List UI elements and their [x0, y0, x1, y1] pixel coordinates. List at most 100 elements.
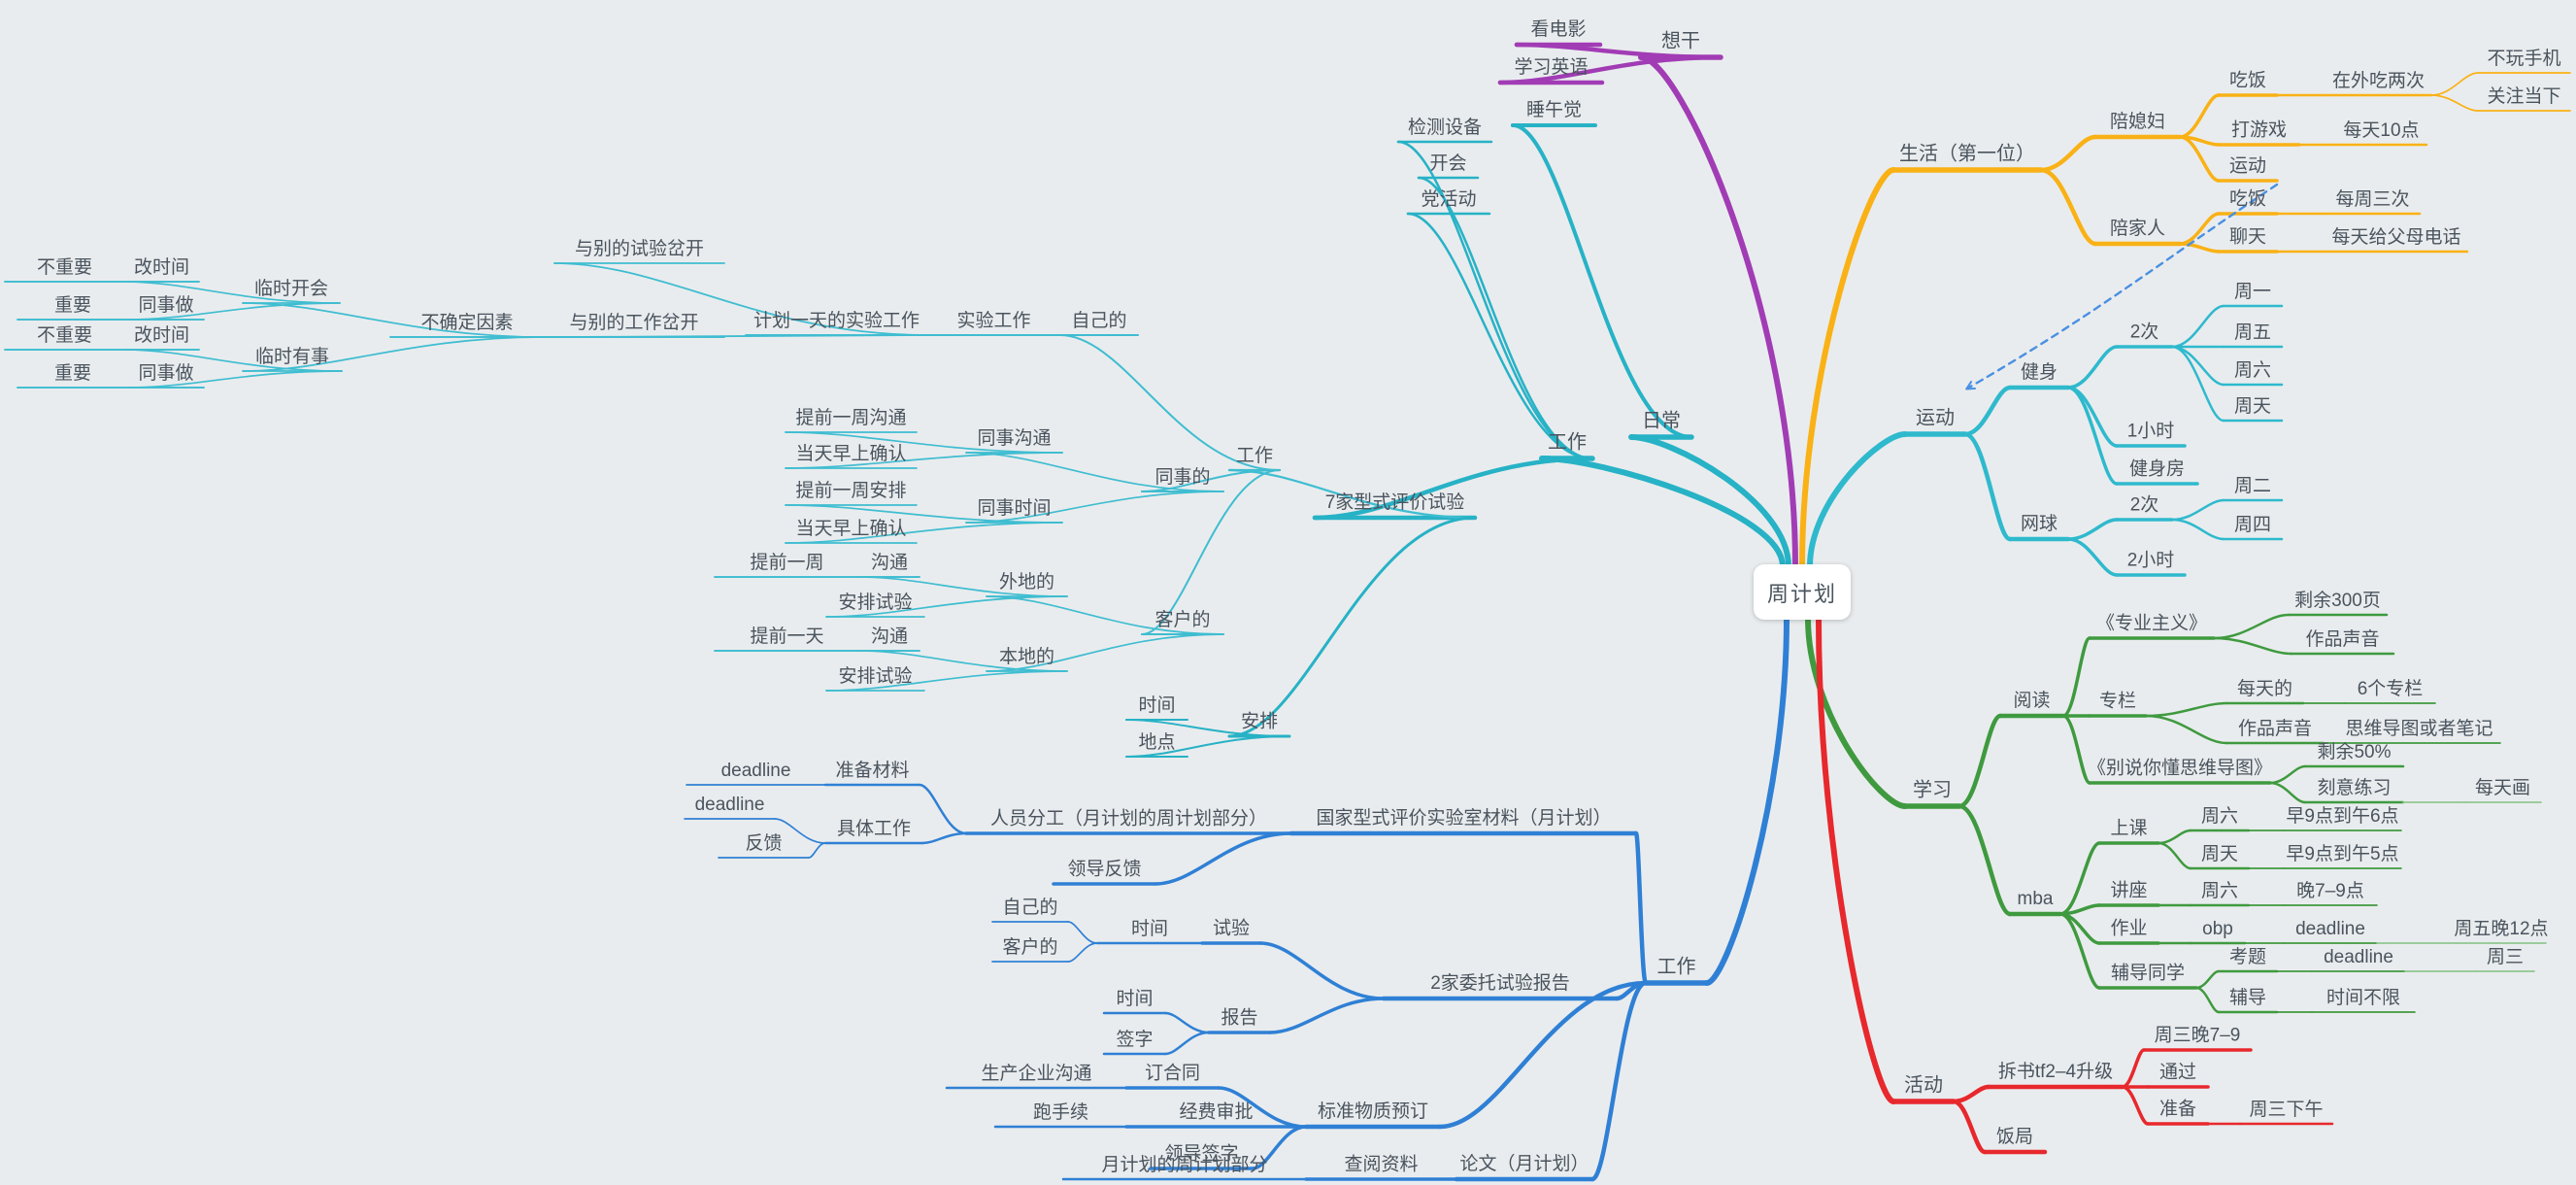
node-label[interactable]: 开会: [1429, 152, 1466, 174]
node-label[interactable]: 周一: [2234, 282, 2271, 302]
node-label[interactable]: 改时间: [134, 256, 189, 278]
node-label[interactable]: 在外吃两次: [2332, 70, 2425, 91]
node-label[interactable]: 周六: [2201, 805, 2238, 827]
node-label[interactable]: 吃饭: [2229, 187, 2266, 209]
node-label[interactable]: 签字: [1116, 1029, 1153, 1050]
node-label[interactable]: 日常: [1642, 409, 1681, 431]
node-label[interactable]: 当天早上确认: [795, 443, 906, 464]
node-label[interactable]: 陪家人: [2110, 218, 2165, 239]
node-label[interactable]: 运动: [2229, 154, 2266, 176]
node-label[interactable]: 《别说你懂思维导图》: [2088, 757, 2272, 778]
node-label[interactable]: 自己的: [1071, 310, 1126, 331]
node-label[interactable]: 准备: [2159, 1098, 2196, 1119]
node-label[interactable]: 晚7–9点: [2296, 880, 2364, 901]
node-label[interactable]: 想干: [1661, 29, 1700, 51]
node-label[interactable]: 关注当下: [2487, 85, 2560, 107]
node-label[interactable]: 沟通: [871, 552, 908, 573]
node-label[interactable]: 试验: [1213, 917, 1250, 938]
node-label[interactable]: 吃饭: [2229, 69, 2266, 90]
node-label[interactable]: 实验工作: [956, 310, 1030, 331]
node-label[interactable]: 时间: [1131, 918, 1168, 939]
node-label[interactable]: 周五晚12点: [2454, 918, 2548, 939]
node-label[interactable]: 准备材料: [835, 760, 909, 781]
node-label[interactable]: deadline: [2295, 919, 2365, 939]
node-label[interactable]: 论文（月计划）: [1459, 1153, 1589, 1174]
node-label[interactable]: 作品声音: [2238, 718, 2312, 739]
node-label[interactable]: 剩余300页: [2294, 590, 2381, 611]
node-label[interactable]: 周四: [2234, 515, 2271, 535]
node-label[interactable]: 学习: [1913, 778, 1952, 800]
node-label[interactable]: 反馈: [745, 832, 782, 854]
node-label[interactable]: 辅导: [2229, 987, 2266, 1008]
node-label[interactable]: obp: [2202, 919, 2233, 939]
node-label[interactable]: 沟通: [871, 626, 908, 647]
node-label[interactable]: 陪媳妇: [2110, 111, 2165, 132]
node-label[interactable]: 讲座: [2110, 879, 2147, 900]
node-label[interactable]: mba: [2018, 889, 2054, 909]
node-label[interactable]: 地点: [1138, 731, 1175, 753]
node-label[interactable]: 周五: [2234, 322, 2271, 343]
node-label[interactable]: 同事做: [138, 294, 193, 316]
node-label[interactable]: 同事沟通: [977, 427, 1051, 449]
node-label[interactable]: 2家委托试验报告: [1430, 972, 1570, 994]
node-label[interactable]: 临时有事: [255, 346, 329, 367]
node-label[interactable]: 每周三次: [2335, 188, 2409, 210]
node-label[interactable]: 周六: [2201, 880, 2238, 901]
node-label[interactable]: 人员分工（月计划的周计划部分）: [990, 807, 1267, 829]
node-label[interactable]: 2次: [2130, 493, 2159, 515]
node-label[interactable]: 不重要: [37, 256, 92, 278]
node-label[interactable]: 自己的: [1002, 897, 1057, 918]
node-label[interactable]: deadline: [695, 795, 765, 815]
node-label[interactable]: 每天画: [2475, 777, 2530, 798]
node-label[interactable]: 睡午觉: [1526, 99, 1582, 120]
node-label[interactable]: 每天的: [2237, 678, 2292, 699]
node-label[interactable]: 阅读: [2013, 690, 2050, 711]
node-label[interactable]: 不确定因素: [420, 312, 513, 333]
node-label[interactable]: 每天给父母电话: [2331, 226, 2460, 248]
node-label[interactable]: 作业: [2110, 917, 2147, 938]
node-label[interactable]: 同事做: [138, 362, 193, 384]
node-label[interactable]: 打游戏: [2231, 118, 2287, 140]
node-label[interactable]: 周三下午: [2249, 1099, 2323, 1120]
node-label[interactable]: 外地的: [999, 571, 1054, 592]
node-label[interactable]: 经费审批: [1179, 1100, 1253, 1122]
node-label[interactable]: 不重要: [37, 324, 92, 346]
node-label[interactable]: 1小时: [2127, 420, 2175, 441]
node-label[interactable]: 周三: [2487, 947, 2524, 967]
node-label[interactable]: 报告: [1221, 1006, 1257, 1028]
node-label[interactable]: 提前一周: [750, 552, 823, 573]
node-label[interactable]: 刻意练习: [2317, 777, 2391, 798]
node-label[interactable]: 饭局: [1996, 1126, 2033, 1147]
node-label[interactable]: 健身房: [2129, 457, 2185, 479]
node-label[interactable]: 6个专栏: [2358, 678, 2424, 699]
node-label[interactable]: 思维导图或者笔记: [2345, 718, 2492, 739]
node-label[interactable]: 拆书tf2–4升级: [1998, 1061, 2113, 1082]
node-label[interactable]: 聊天: [2229, 225, 2266, 247]
node-label[interactable]: 辅导同学: [2111, 962, 2185, 983]
node-label[interactable]: 周天: [2201, 844, 2238, 864]
node-label[interactable]: 临时开会: [254, 278, 328, 299]
node-label[interactable]: 周二: [2234, 476, 2271, 496]
node-label[interactable]: 当天早上确认: [795, 518, 906, 539]
node-label[interactable]: 安排试验: [838, 665, 912, 687]
node-label[interactable]: 同事时间: [977, 497, 1051, 519]
node-label[interactable]: 客户的: [1154, 609, 1210, 630]
node-label[interactable]: 国家型式评价实验室材料（月计划）: [1316, 807, 1611, 829]
node-label[interactable]: 健身: [2021, 361, 2057, 383]
node-label[interactable]: 2次: [2130, 321, 2159, 342]
node-label[interactable]: 剩余50%: [2317, 741, 2391, 762]
node-label[interactable]: 检测设备: [1408, 117, 1482, 138]
node-label[interactable]: 生产企业沟通: [981, 1063, 1091, 1084]
node-label[interactable]: 7家型式评价试验: [1325, 491, 1465, 513]
node-label[interactable]: 看电影: [1530, 18, 1586, 40]
node-label[interactable]: 周六: [2234, 359, 2271, 381]
node-label[interactable]: 提前一周沟通: [795, 407, 906, 428]
node-label[interactable]: 安排: [1241, 711, 1278, 732]
node-label[interactable]: 重要: [54, 362, 91, 384]
node-label[interactable]: 工作: [1236, 445, 1273, 466]
node-label[interactable]: 时间: [1138, 694, 1175, 716]
node-label[interactable]: 领导签字: [1164, 1142, 1238, 1164]
node-label[interactable]: 时间不限: [2326, 987, 2400, 1008]
node-label[interactable]: 活动: [1904, 1073, 1943, 1096]
node-label[interactable]: 领导反馈: [1067, 858, 1141, 879]
